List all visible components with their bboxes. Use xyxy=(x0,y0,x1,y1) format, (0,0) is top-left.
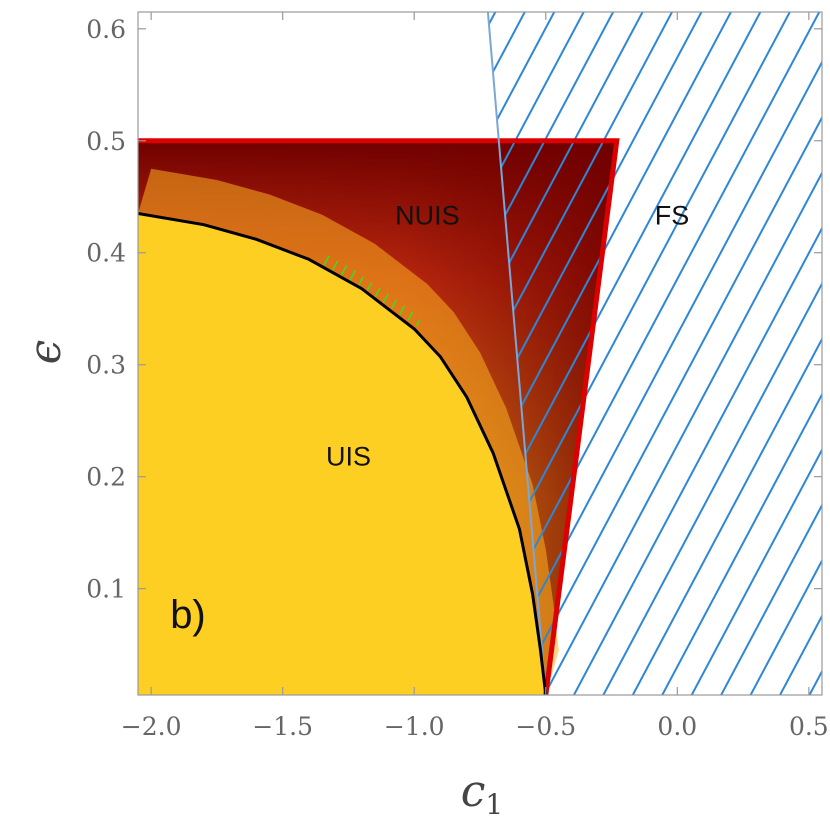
y-axis-title: ϵ xyxy=(20,340,71,365)
critical-curve xyxy=(138,212,548,695)
y-axis: 0.1 0.2 0.3 0.4 0.5 0.6 xyxy=(86,15,822,604)
green-hatched-region xyxy=(322,252,420,328)
y-tick-label: 0.1 xyxy=(86,575,126,604)
x-axis: −2.0 −1.5 −1.0 −0.5 0.0 0.5 xyxy=(121,12,829,741)
y-tick-label: 0.6 xyxy=(86,15,126,44)
x-tick-label: 0.5 xyxy=(789,712,829,741)
fs-region xyxy=(487,12,822,695)
region-label-uis: UIS xyxy=(326,441,371,471)
region-label-fs: FS xyxy=(655,201,690,231)
x-axis-title: c1 xyxy=(461,766,503,821)
y-tick-label: 0.3 xyxy=(86,351,126,380)
x-tick-label: −1.5 xyxy=(252,712,313,741)
plot-frame xyxy=(137,11,823,696)
instability-boundary xyxy=(138,138,620,695)
region-label-nuis: NUIS xyxy=(395,201,460,231)
x-tick-label: −1.0 xyxy=(384,712,445,741)
x-tick-label: −2.0 xyxy=(121,712,182,741)
plot-area xyxy=(138,12,822,695)
uis-region xyxy=(138,213,546,695)
x-tick-label: −0.5 xyxy=(515,712,576,741)
panel-label: b) xyxy=(170,593,206,637)
y-tick-label: 0.2 xyxy=(86,463,126,492)
y-tick-label: 0.5 xyxy=(86,127,126,156)
fs-boundary-line xyxy=(486,12,547,695)
y-tick-label: 0.4 xyxy=(86,239,126,268)
x-tick-label: 0.0 xyxy=(657,712,697,741)
